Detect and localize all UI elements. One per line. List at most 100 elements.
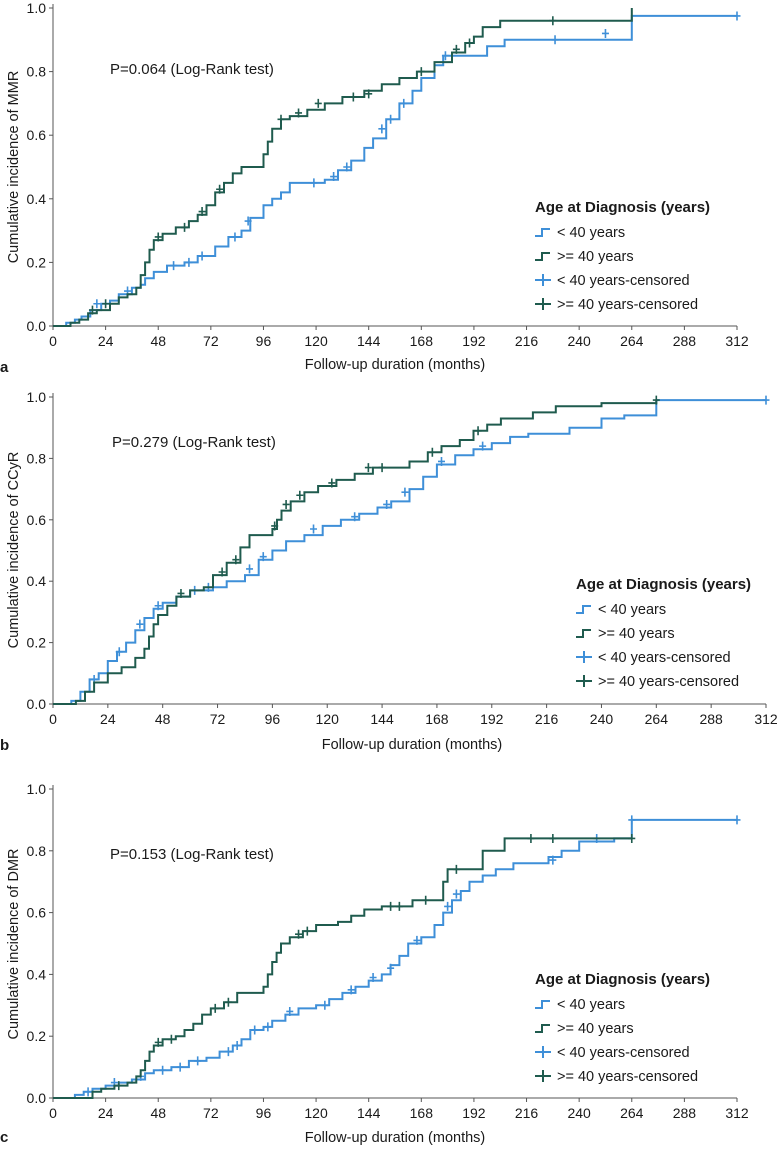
censor-mark-ge-40-years (417, 67, 425, 77)
x-tick-label: 144 (357, 1105, 381, 1121)
censor-mark-ge-40-years (115, 1081, 123, 1091)
x-tick-label: 96 (256, 1105, 272, 1121)
legend-label-lt-40-years: < 40 years (598, 602, 666, 618)
chart-panel-c: 0 24 48 72 96 120 144 168 192 216 240 264 288 312 0.0 0… (0, 764, 780, 1150)
censor-mark-ge-40-years (395, 901, 403, 911)
x-tick-label: 96 (265, 711, 281, 727)
y-axis-title: Cumulative incidence of MMR (6, 71, 22, 264)
y-tick-label: 0.4 (27, 191, 47, 207)
x-tick-label: 216 (515, 1105, 539, 1121)
legend-step-icon (535, 228, 550, 237)
censor-mark-lt-40-years (115, 647, 123, 657)
x-tick-label: 168 (410, 333, 434, 349)
x-tick-label: 0 (49, 711, 57, 727)
censor-mark-lt-40-years (224, 1047, 232, 1057)
censor-mark-lt-40-years (551, 35, 559, 45)
x-tick-label: 240 (590, 711, 614, 727)
censor-mark-lt-40-years (286, 1006, 294, 1016)
logrank-annotation: P=0.153 (Log-Rank test) (110, 846, 274, 863)
censor-mark-lt-40-years (479, 441, 487, 451)
series-line-ge-40-years (53, 837, 632, 1099)
y-tick-label: 0.2 (27, 254, 47, 270)
chart-svg-b: 0 24 48 72 96 120 144 168 192 216 240 264 288 312 0.0 0… (0, 389, 778, 754)
censor-mark-ge-40-years (296, 490, 304, 500)
censor-mark-lt-40-years (444, 901, 452, 911)
y-axis-title: Cumulative incidence of CCyR (6, 452, 22, 649)
y-tick-label: 1.0 (27, 781, 47, 797)
censor-mark-lt-40-years (84, 1087, 92, 1097)
legend-label-ge-40-years-censored: >= 40 years-censored (598, 674, 739, 690)
censor-mark-lt-40-years (383, 499, 391, 509)
x-tick-label: 264 (620, 1105, 644, 1121)
censor-mark-lt-40-years (628, 815, 636, 825)
x-tick-label: 48 (150, 1105, 166, 1121)
censor-mark-ge-40-years (216, 184, 224, 194)
censor-mark-lt-40-years (733, 11, 741, 21)
panel-letter: a (0, 359, 9, 376)
y-tick-label: 0.2 (27, 1028, 47, 1044)
censor-mark-lt-40-years (198, 251, 206, 261)
censor-mark-lt-40-years (93, 299, 101, 309)
x-tick-label: 192 (462, 1105, 486, 1121)
censor-mark-lt-40-years (194, 1056, 202, 1066)
censor-mark-lt-40-years (233, 1040, 241, 1050)
censor-mark-ge-40-years (277, 114, 285, 124)
legend-censor-icon (535, 1070, 551, 1082)
x-tick-label: 168 (410, 1105, 434, 1121)
censor-mark-ge-40-years (282, 499, 290, 509)
logrank-annotation: P=0.279 (Log-Rank test) (112, 434, 276, 451)
y-tick-label: 1.0 (27, 389, 47, 405)
censor-mark-lt-40-years (601, 28, 609, 38)
censor-mark-lt-40-years (176, 1062, 184, 1072)
censor-mark-ge-40-years (527, 833, 535, 843)
censor-mark-ge-40-years (549, 833, 557, 843)
censor-mark-ge-40-years (628, 833, 636, 843)
legend-censor-icon (535, 1046, 551, 1058)
legend-censor-icon (535, 274, 551, 286)
legend-step-icon (535, 252, 550, 261)
x-tick-label: 240 (567, 333, 591, 349)
censor-mark-lt-40-years (246, 564, 254, 574)
x-tick-label: 192 (462, 333, 486, 349)
legend-label-ge-40-years-censored: >= 40 years-censored (557, 297, 698, 313)
x-tick-label: 312 (754, 711, 778, 727)
censor-mark-lt-40-years (549, 855, 557, 865)
censor-mark-ge-40-years (328, 478, 336, 488)
censor-mark-lt-40-years (369, 972, 377, 982)
legend-label-ge-40-years: >= 40 years (598, 626, 675, 642)
chart-svg-c: 0 24 48 72 96 120 144 168 192 216 240 264 288 312 0.0 0… (0, 781, 749, 1146)
legend-title: Age at Diagnosis (years) (535, 971, 710, 988)
y-tick-label: 0.0 (27, 696, 47, 712)
x-tick-label: 96 (256, 333, 272, 349)
legend-label-ge-40-years-censored: >= 40 years-censored (557, 1069, 698, 1085)
legend-step-icon (576, 605, 591, 614)
censor-mark-ge-40-years (295, 108, 303, 118)
censor-mark-ge-40-years (271, 521, 279, 531)
legend-label-ge-40-years: >= 40 years (557, 1021, 634, 1037)
censor-mark-ge-40-years (314, 98, 322, 108)
censor-mark-ge-40-years (102, 299, 110, 309)
censor-mark-ge-40-years (198, 207, 206, 217)
panel-letter: c (0, 1129, 8, 1146)
x-tick-label: 72 (203, 333, 219, 349)
censor-mark-lt-40-years (321, 1000, 329, 1010)
x-tick-label: 120 (304, 1105, 328, 1121)
censor-mark-lt-40-years (251, 1025, 259, 1035)
legend-step-icon (535, 1024, 550, 1033)
censor-mark-ge-40-years (652, 395, 660, 405)
censor-mark-ge-40-years (232, 555, 240, 565)
series-line-lt-40-years (53, 818, 737, 1099)
y-axis-title: Cumulative incidence of DMR (6, 849, 22, 1040)
censor-mark-lt-40-years (185, 257, 193, 267)
x-tick-label: 120 (316, 711, 340, 727)
legend-step-icon (535, 1000, 550, 1009)
chart-panel-a: 0 24 48 72 96 120 144 168 192 216 240 264 288 312 0.0 0… (0, 0, 780, 380)
censor-mark-lt-40-years (413, 935, 421, 945)
y-tick-label: 0.8 (27, 843, 47, 859)
censor-mark-ge-40-years (466, 38, 474, 48)
censor-mark-lt-40-years (343, 162, 351, 172)
censor-mark-ge-40-years (167, 1034, 175, 1044)
chart-svg-a: 0 24 48 72 96 120 144 168 192 216 240 264 288 312 0.0 0… (0, 0, 749, 376)
x-tick-label: 48 (155, 711, 171, 727)
censor-mark-lt-40-years (154, 601, 162, 611)
